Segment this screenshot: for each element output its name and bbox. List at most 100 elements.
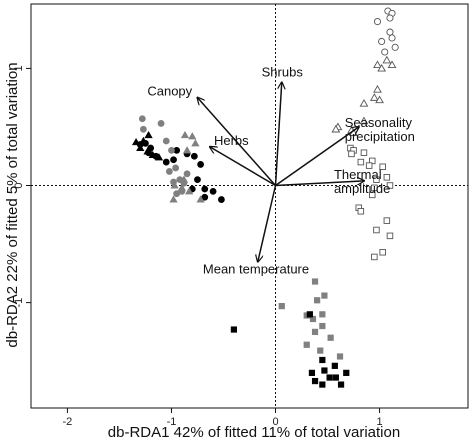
point-triangle-gray	[196, 195, 205, 203]
point-square-black	[343, 369, 350, 376]
point-triangle-open	[359, 99, 369, 107]
point-circle-open	[386, 14, 394, 22]
point-square-gray	[321, 292, 328, 299]
point-square-gray	[311, 278, 319, 285]
vector-arrow	[275, 181, 364, 187]
vector-label: Shrubs	[262, 64, 304, 79]
point-circle-gray	[157, 120, 165, 127]
point-square-open	[386, 232, 394, 240]
point-circle-black	[136, 141, 144, 148]
y-tick-label: 1	[13, 65, 25, 71]
environmental-vectors: Canopy Shrubs Herbs Seasonality precipitatio…	[147, 64, 415, 276]
y-tick-label: -1	[13, 298, 25, 308]
point-circle-black	[194, 176, 201, 184]
point-triangle-open	[377, 63, 387, 72]
point-square-open	[373, 176, 380, 183]
point-circle-open	[373, 18, 382, 26]
point-circle-gray	[165, 168, 173, 175]
point-triangle-open	[382, 55, 392, 64]
x-tick-label: 1	[376, 416, 382, 428]
point-triangle-open	[373, 84, 382, 93]
point-square-open	[369, 191, 376, 199]
vector-label: Herbs	[214, 133, 249, 148]
point-square-black	[331, 362, 338, 369]
point-triangle-open	[373, 60, 382, 69]
point-triangle-gray	[177, 183, 186, 191]
point-triangle-open	[331, 124, 341, 133]
point-circle-black	[145, 149, 152, 157]
point-square-gray	[336, 353, 344, 360]
vector-arrow	[197, 98, 277, 187]
point-square-open	[373, 226, 380, 234]
point-triangle-gray	[182, 146, 192, 154]
point-square-gray	[327, 334, 334, 341]
point-square-open	[379, 163, 386, 171]
vector-arrow	[275, 127, 359, 187]
point-circle-gray	[162, 137, 170, 145]
x-axis: -2 -1 0 1	[63, 408, 383, 428]
x-axis-title: db-RDA1 42% of fitted 11% of total varia…	[108, 424, 400, 441]
point-square-black	[319, 381, 326, 388]
point-circle-gray	[138, 115, 146, 123]
vector-label: Mean temperature	[203, 261, 309, 276]
point-triangle-gray	[191, 139, 200, 147]
point-square-gray	[311, 328, 319, 335]
point-square-open	[360, 149, 368, 156]
y-axis-title: db-RDA2 22% of fitted 5% of total variat…	[4, 62, 21, 347]
point-circle-gray	[183, 170, 191, 178]
point-circle-gray	[139, 125, 147, 133]
point-circle-open	[386, 28, 394, 36]
point-square-black	[337, 381, 345, 388]
point-circle-black	[218, 196, 225, 203]
point-triangle-open	[369, 93, 379, 101]
point-triangle-gray	[185, 187, 194, 195]
point-square-gray	[309, 315, 317, 323]
point-square-gray	[319, 322, 326, 330]
vector-arrow	[210, 147, 276, 187]
vector-label: Canopy	[147, 84, 192, 99]
point-circle-black	[170, 156, 177, 164]
sample-points	[131, 7, 399, 388]
point-square-black	[306, 311, 313, 318]
point-square-open	[386, 182, 394, 189]
point-triangle-gray	[179, 175, 189, 183]
point-circle-black	[152, 152, 160, 160]
point-square-black	[326, 374, 333, 381]
point-square-black	[308, 369, 316, 376]
point-triangle-gray	[170, 181, 179, 189]
point-square-gray	[303, 341, 310, 348]
point-square-open	[357, 208, 365, 215]
point-circle-open	[378, 37, 386, 46]
point-triangle-gray	[188, 132, 197, 140]
point-triangle-black	[144, 130, 153, 139]
y-tick-label: 0	[13, 182, 25, 188]
point-triangle-open	[387, 60, 397, 69]
x-tick-label: 0	[272, 416, 278, 428]
point-square-black	[311, 377, 319, 385]
point-square-black	[321, 367, 328, 374]
point-circle-open	[381, 48, 389, 56]
point-square-open	[357, 158, 365, 166]
point-square-open	[371, 184, 378, 192]
point-square-open	[371, 253, 378, 261]
point-square-open	[365, 162, 373, 169]
point-circle-gray	[168, 146, 175, 154]
point-square-open	[383, 174, 391, 181]
point-square-open	[348, 150, 355, 158]
point-circle-black	[162, 158, 170, 166]
point-circle-black	[201, 185, 209, 193]
vector-label: Thermal amplitude	[334, 167, 390, 196]
point-square-open	[379, 249, 386, 256]
point-triangle-open	[359, 116, 369, 125]
point-square-gray	[317, 347, 324, 354]
point-square-gray	[319, 311, 326, 318]
point-circle-gray	[172, 164, 180, 172]
vector-arrow	[274, 82, 282, 186]
y-axis: -1 0 1	[13, 65, 31, 307]
point-circle-open	[391, 43, 399, 51]
plot-frame	[30, 3, 469, 409]
point-square-gray	[314, 297, 321, 304]
point-triangle-gray	[169, 195, 178, 203]
point-triangle-gray	[180, 130, 190, 139]
